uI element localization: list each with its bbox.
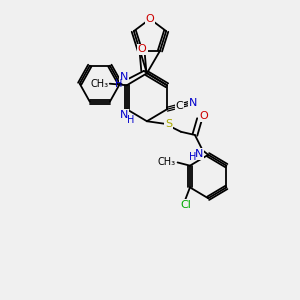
Text: N: N — [120, 110, 128, 120]
Text: C: C — [176, 101, 183, 111]
Text: Cl: Cl — [180, 200, 191, 210]
Text: S: S — [165, 119, 172, 129]
Text: H: H — [189, 152, 196, 162]
Text: N: N — [119, 72, 128, 82]
Text: H: H — [115, 79, 123, 89]
Text: O: O — [138, 44, 147, 55]
Text: CH₃: CH₃ — [90, 79, 108, 89]
Text: N: N — [195, 149, 203, 159]
Text: O: O — [146, 14, 154, 24]
Text: N: N — [189, 98, 197, 107]
Text: H: H — [128, 115, 135, 125]
Text: O: O — [199, 111, 208, 122]
Text: CH₃: CH₃ — [158, 158, 176, 167]
